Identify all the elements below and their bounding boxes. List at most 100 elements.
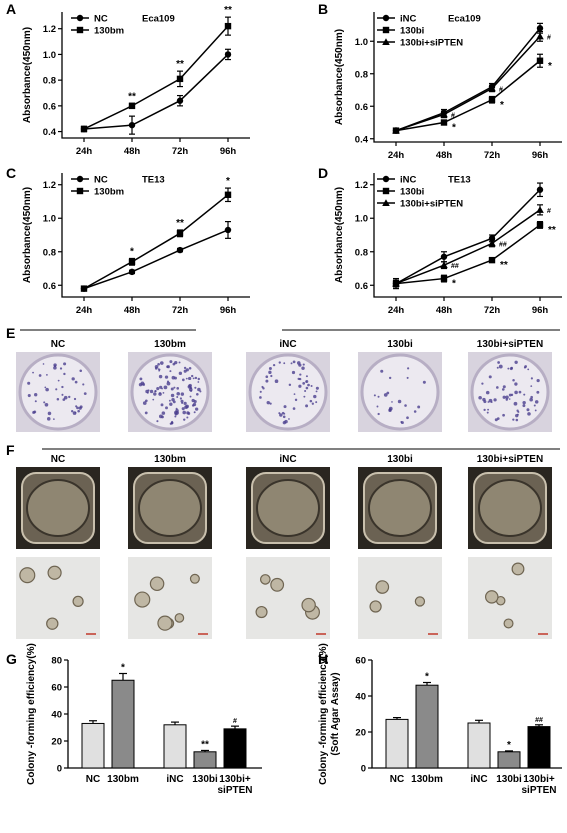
colony-dot: [291, 370, 296, 375]
colony-dot: [172, 400, 176, 404]
series-line: [395, 209, 541, 285]
cell-cluster: [270, 577, 285, 592]
bar: [497, 751, 521, 769]
colony-dot: [157, 362, 160, 366]
culture-dish: [18, 353, 98, 431]
x-category-label: siPTEN: [217, 785, 252, 796]
x-tick-label: 96h: [220, 146, 237, 157]
data-point: [128, 258, 136, 266]
x-tick-label: 72h: [172, 146, 189, 157]
colony-dot: [311, 402, 314, 405]
colony-dot: [156, 387, 160, 391]
colony-dot: [388, 408, 392, 412]
colony-dot: [158, 374, 163, 379]
axis-lines: [373, 12, 562, 143]
colony-dot: [71, 410, 74, 413]
colony-dot: [413, 410, 417, 413]
data-point: [536, 57, 544, 64]
colony-dot: [194, 376, 198, 380]
colony-dot: [187, 412, 191, 415]
panel-letter: A: [6, 1, 16, 17]
x-category-label: 130bi+: [219, 774, 251, 785]
colony-dot: [172, 362, 176, 366]
colony-dot: [373, 394, 376, 397]
colony-dot: [183, 401, 187, 406]
cell-cluster: [375, 580, 390, 594]
y-tick-label: 0.6: [355, 102, 368, 113]
colony-dot: [297, 377, 300, 381]
colony-dot: [170, 393, 175, 398]
chart-cell-line: Eca109: [448, 14, 481, 25]
data-point: [128, 268, 136, 276]
well-center: [368, 479, 432, 537]
colony-dot: [176, 387, 180, 390]
legend-label: iNC: [400, 175, 417, 186]
colony-dot: [422, 380, 426, 384]
colony-dot: [160, 403, 164, 407]
colony-dot: [195, 407, 199, 411]
colony-dot: [493, 398, 497, 402]
colony-dot: [530, 395, 533, 399]
data-point: [392, 279, 400, 287]
colony-dot: [526, 408, 530, 412]
data-point: [536, 25, 544, 32]
colony-dot: [530, 385, 533, 387]
colony-dot: [534, 409, 537, 412]
colony-dot: [515, 418, 519, 422]
colony-dot: [146, 391, 149, 394]
colony-dot: [34, 393, 38, 397]
colony-dot: [166, 365, 169, 369]
x-tick-label: 96h: [220, 305, 237, 316]
data-point: [440, 275, 448, 282]
colony-dot: [169, 360, 173, 364]
legend-marker: [382, 38, 390, 45]
significance-mark: *: [425, 672, 429, 683]
colony-dot: [32, 371, 34, 374]
colony-dot: [502, 413, 505, 417]
data-point: [536, 186, 544, 193]
colony-dot: [292, 407, 296, 410]
colony-dot: [180, 399, 184, 403]
data-point: [536, 206, 544, 213]
colony-dot: [305, 375, 308, 378]
y-tick-label: 1.0: [355, 214, 368, 225]
significance-mark: *: [121, 663, 125, 674]
colony-dot: [274, 379, 279, 384]
y-axis-label: Absorbance(450nm): [334, 29, 345, 125]
colony-dot: [481, 382, 484, 385]
significance-hash: ##: [451, 263, 459, 270]
colony-dot: [27, 393, 31, 398]
panel-letter: H: [318, 651, 328, 667]
panel-f-soft-agar-images: F NC 130bm iNC 130bi 130bi+siPTEN: [6, 442, 560, 639]
y-axis-label: Colony -forming efficiency(%): [26, 643, 37, 785]
panel-c-line-chart: C 0.6 0.8 1.0 1.2 24h 48h 72h 96h Absorbance(450n…: [6, 165, 250, 316]
colony-dot: [185, 404, 189, 409]
y-tick-label: 0.8: [43, 247, 56, 258]
colony-dot: [268, 370, 272, 375]
panel-letter: C: [6, 165, 16, 181]
colony-dot: [42, 363, 45, 365]
colony-dot: [154, 390, 157, 393]
colony-dot: [63, 372, 66, 376]
data-point: [224, 191, 232, 198]
colony-dot: [181, 378, 185, 382]
colony-dot: [178, 371, 183, 376]
significance-mark: *: [452, 279, 456, 290]
data-point: [440, 119, 448, 126]
colony-dot: [44, 386, 47, 389]
colony-dot: [189, 395, 192, 398]
series-line: [83, 25, 229, 130]
colony-dot: [173, 386, 176, 389]
colony-dot: [77, 409, 80, 413]
well-center: [138, 479, 202, 537]
series-line: [395, 189, 541, 285]
data-point: [176, 75, 184, 83]
significance-mark: **: [176, 59, 184, 70]
series-line: [395, 224, 541, 285]
plate-label: NC: [51, 339, 65, 350]
colony-dot: [156, 420, 159, 423]
colony-dot: [259, 390, 262, 393]
axis-lines: [373, 173, 562, 298]
significance-mark: **: [128, 91, 136, 102]
